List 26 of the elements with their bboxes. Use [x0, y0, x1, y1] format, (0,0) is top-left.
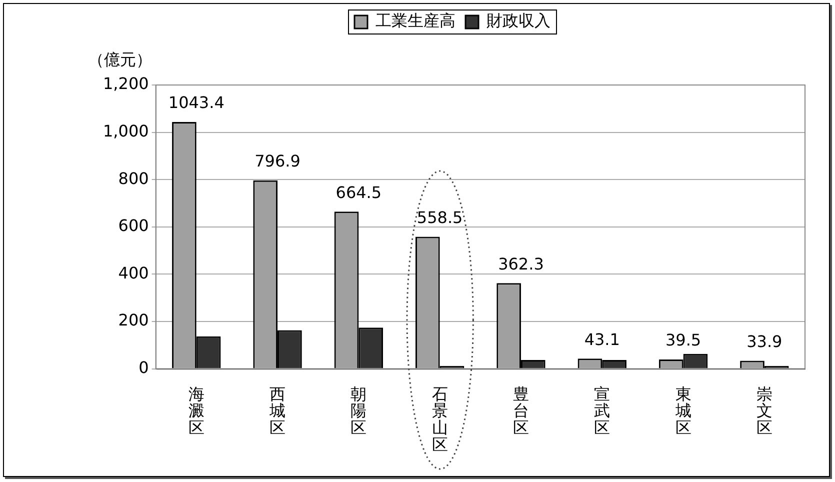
y-tick-label: 1,000 [102, 121, 149, 140]
data-label: 558.5 [416, 208, 463, 227]
x-tick-label: 西城区 [268, 384, 286, 437]
data-label: 33.9 [746, 332, 782, 351]
legend-label: 工業生産高 [376, 11, 456, 30]
x-tick-label: 東城区 [674, 384, 692, 437]
x-tick-label: 石景山区 [432, 384, 448, 454]
data-label: 664.5 [336, 182, 382, 202]
data-label: 1043.4 [168, 93, 224, 112]
data-label: 39.5 [665, 330, 702, 350]
x-tick-label: 朝陽区 [350, 384, 367, 437]
y-tick-label: 800 [118, 168, 149, 188]
data-label: 362.3 [498, 254, 544, 274]
data-label: 796.9 [254, 151, 300, 170]
x-tick-label: 海澱区 [188, 384, 204, 437]
data-label: 43.1 [584, 330, 620, 349]
x-tick-label: 豊台区 [512, 384, 529, 437]
y-tick-label: 1,200 [102, 74, 149, 94]
x-tick-label: 宣武区 [594, 384, 610, 437]
y-tick-label: 0 [138, 358, 149, 377]
y-tick-label: 600 [118, 216, 149, 236]
y-tick-label: 400 [118, 263, 149, 282]
x-tick-label: 崇文区 [756, 384, 772, 437]
legend-label: 財政収入 [486, 11, 550, 30]
y-tick-label: 200 [118, 310, 149, 330]
y-axis-title: （億元） [88, 50, 152, 71]
